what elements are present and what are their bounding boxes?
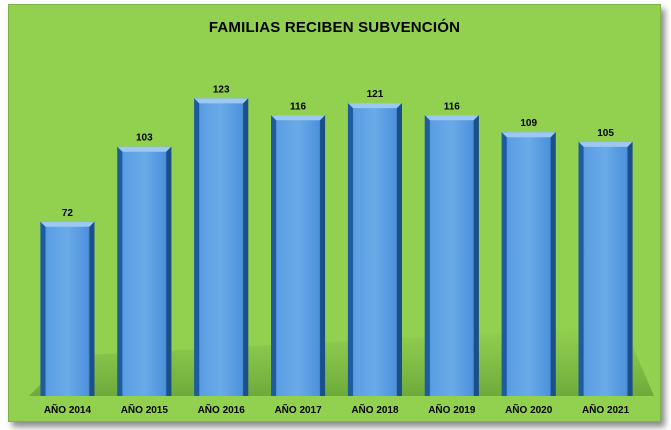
bar-top-bevel	[194, 98, 249, 104]
bar-7	[578, 141, 633, 396]
x-tick-label-1: AÑO 2015	[121, 403, 169, 416]
bar-face	[424, 115, 479, 396]
bar-left-bevel	[194, 98, 200, 396]
bar-right-bevel	[243, 98, 249, 396]
bar-5	[424, 115, 479, 396]
bar-top-bevel	[424, 115, 479, 121]
data-label-2: 123	[213, 84, 230, 95]
bar-top-bevel	[347, 103, 402, 109]
bar-2	[194, 98, 249, 396]
data-label-0: 72	[62, 208, 74, 219]
bar-face	[117, 146, 172, 396]
bar-face	[347, 103, 402, 397]
chart-frame: FAMILIAS RECIBEN SUBVENCIÓN 72 103 123 116 1…	[8, 4, 661, 422]
chart-title: FAMILIAS RECIBEN SUBVENCIÓN	[208, 19, 461, 36]
bar-face	[271, 115, 326, 396]
bar-right-bevel	[550, 132, 556, 396]
bar-top-bevel	[501, 132, 556, 138]
data-label-6: 109	[520, 118, 537, 129]
bar-left-bevel	[271, 115, 277, 396]
data-label-1: 103	[136, 133, 153, 144]
bar-face	[578, 141, 633, 396]
bar-left-bevel	[40, 221, 46, 396]
bar-right-bevel	[627, 141, 633, 396]
bar-face	[40, 221, 95, 396]
x-tick-label-5: AÑO 2019	[428, 403, 476, 416]
x-tick-label-7: AÑO 2021	[582, 403, 630, 416]
bar-face	[194, 98, 249, 396]
x-tick-label-2: AÑO 2016	[198, 403, 246, 416]
bar-top-bevel	[117, 146, 172, 152]
bar-1	[117, 146, 172, 396]
data-label-5: 116	[444, 101, 461, 112]
floor-shadow	[29, 326, 654, 396]
bar-4	[347, 103, 402, 397]
x-tick-label-3: AÑO 2017	[274, 403, 322, 416]
bar-right-bevel	[89, 221, 95, 396]
x-tick-label-4: AÑO 2018	[351, 403, 399, 416]
bar-left-bevel	[578, 141, 584, 396]
bar-right-bevel	[473, 115, 479, 396]
x-tick-label-0: AÑO 2014	[44, 403, 92, 416]
data-label-3: 116	[290, 101, 307, 112]
bar-left-bevel	[501, 132, 507, 396]
bar-0	[40, 221, 95, 396]
bar-3	[271, 115, 326, 396]
x-tick-label-6: AÑO 2020	[505, 403, 553, 416]
bar-left-bevel	[117, 146, 123, 396]
bar-right-bevel	[396, 103, 402, 397]
bar-right-bevel	[320, 115, 326, 396]
bar-left-bevel	[347, 103, 353, 397]
bar-top-bevel	[578, 141, 633, 147]
data-label-7: 105	[597, 128, 614, 139]
data-label-4: 121	[367, 89, 384, 100]
bar-face	[501, 132, 556, 396]
bar-chart: 72 103 123 116 121 116 109 105 AÑO 2014 AÑO 2015…	[29, 84, 654, 416]
bar-6	[501, 132, 556, 396]
bar-left-bevel	[424, 115, 430, 396]
bar-top-bevel	[271, 115, 326, 121]
bar-right-bevel	[166, 146, 172, 396]
bar-top-bevel	[40, 221, 95, 227]
